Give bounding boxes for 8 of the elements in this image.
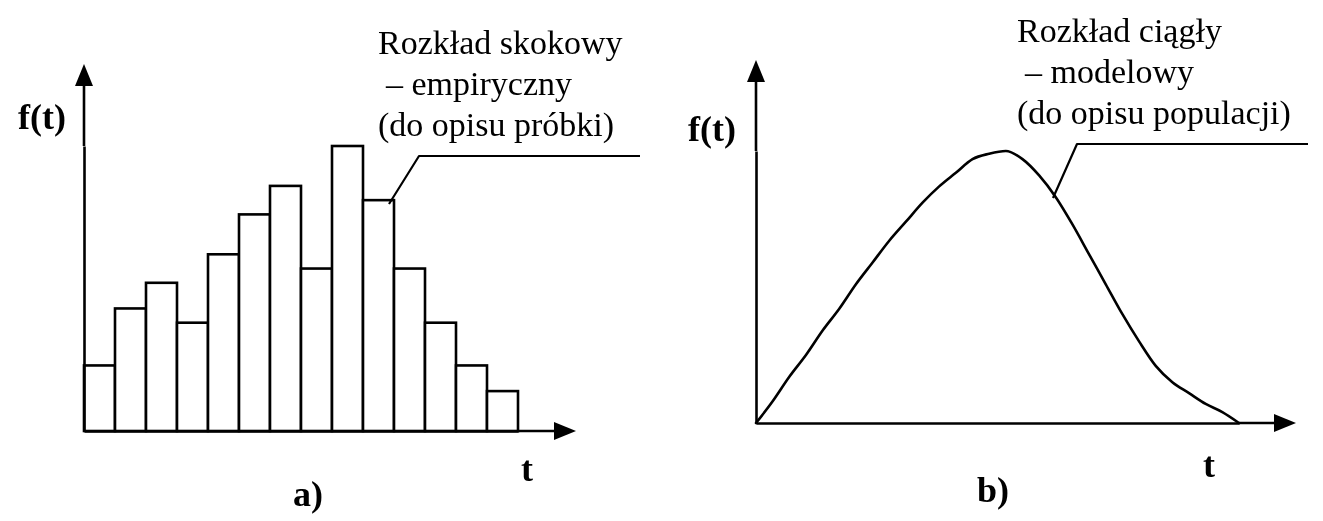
x-axis-title: t (1203, 445, 1215, 486)
text: Rozkład skokowy – empiryczny (do opisu próbki) (378, 24, 623, 144)
text: Rozkład ciągły – modelowy (do opisu populacji) (1017, 12, 1291, 132)
text: b) (976, 470, 1010, 511)
y-axis-title: f(t) (688, 109, 736, 150)
y-axis-title: f(t) (18, 97, 66, 138)
x-axis-title: t (521, 449, 533, 490)
text: a) (293, 474, 323, 515)
